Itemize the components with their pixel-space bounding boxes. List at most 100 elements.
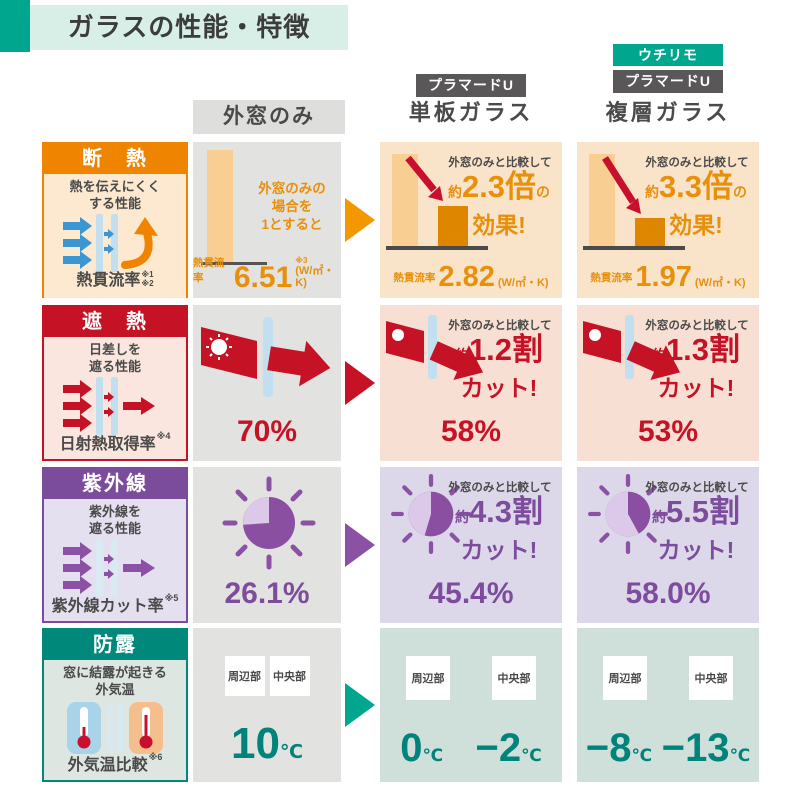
arrow-right-condensation — [345, 683, 375, 727]
zone-label-center: 中央部 — [492, 656, 536, 700]
effect2-shading-double: カット! — [657, 375, 735, 401]
thermometer-icon — [67, 702, 163, 755]
base-bar — [207, 150, 233, 262]
row-label-condensation: 防露 窓に結露が起きる 外気温 外気温比較 ※6 — [42, 628, 188, 782]
brand-badge-plamard-single: プラマードU — [416, 74, 526, 97]
row-label-shading: 遮 熱 日差しを 遮る性能 日射熱取得率 ※4 — [42, 305, 188, 461]
cell-insulation-base: 外窓のみの 場合を 1とすると 熱貫流率 6.51 ※3 (W/㎡・K) — [193, 142, 341, 298]
compare-note: 外窓のみと比較して — [448, 157, 552, 169]
insulation-bar-chart-double — [583, 154, 685, 250]
cell-condensation-base: 周辺部 中央部 10℃ — [193, 628, 341, 782]
insulation-icon — [63, 213, 158, 272]
row-label-body: 窓に結露が起きる 外気温 外気温比較 ※6 — [44, 660, 186, 780]
uv-value-base: 26.1% — [224, 577, 310, 610]
effect-insulation-double: 約3.3倍の — [644, 169, 748, 204]
row-metric-insulation: 熱貫流率 ※1 ※2 — [76, 269, 154, 289]
effect-uv-double: 約5.5割 — [651, 494, 741, 529]
row-desc-uv: 紫外線を 遮る性能 — [88, 504, 141, 536]
effect2-uv-double: カット! — [657, 537, 735, 563]
cell-insulation-double: 外窓のみと比較して 約3.3倍の 効果! 熱貫流率 1.97 (W/㎡・K) — [577, 142, 759, 298]
arrow-right-insulation — [345, 198, 375, 242]
cell-uv-double: 外窓のみと比較して 約5.5割 カット! 58.0% — [577, 467, 759, 623]
cell-insulation-single: 外窓のみと比較して 約2.3倍の 効果! 熱貫流率 2.82 (W/㎡・K) — [380, 142, 562, 298]
metric-notes: ※1 ※2 — [141, 269, 154, 289]
brand-badge-uchirimo: ウチリモ — [613, 44, 723, 66]
uv-pie-sun-icon-double — [588, 474, 668, 554]
zone-label-edge: 周辺部 — [406, 656, 450, 700]
insulation-bar-chart-single — [386, 154, 488, 250]
cell-shading-base: 70% — [193, 305, 341, 461]
compare-note: 外窓のみと比較して — [448, 482, 552, 494]
row-label-body: 紫外線を 遮る性能 紫外線カット率 ※5 — [44, 499, 186, 621]
sun-arrow-icon-double — [583, 315, 681, 380]
base-note-insulation: 外窓のみの 場合を 1とすると — [258, 181, 326, 233]
zone-label-center: 中央部 — [689, 656, 733, 700]
row-metric-condensation: 外気温比較 ※6 — [67, 752, 163, 774]
brand-badge-plamard-double: プラマードU — [613, 70, 723, 93]
compare-note: 外窓のみと比較して — [448, 320, 552, 332]
uv-value-single: 45.4% — [428, 577, 514, 610]
column-header-single: 単板ガラス — [408, 100, 534, 125]
effect2-insulation-single: 効果! — [472, 212, 526, 238]
row-metric-shading: 日射熱取得率 ※4 — [59, 431, 171, 453]
zone-label-edge: 周辺部 — [224, 656, 265, 696]
temp-value-base: 10℃ — [231, 719, 303, 768]
temp-zone-labels: 周辺部 中央部 — [380, 656, 562, 700]
row-header-condensation: 防露 — [44, 630, 186, 660]
row-label-uv: 紫外線 紫外線を 遮る性能 紫外線カット率 ※5 — [42, 467, 188, 623]
uv-icon — [63, 539, 155, 598]
temp-values-double: −8℃ −13℃ — [585, 726, 751, 770]
cell-condensation-double: 周辺部 中央部 −8℃ −13℃ — [577, 628, 759, 782]
effect-shading-double: 約1.3割 — [651, 332, 741, 367]
cell-shading-single: 外窓のみと比較して 約1.2割 カット! 58% — [380, 305, 562, 461]
row-header-insulation: 断 熱 — [44, 144, 186, 174]
zone-label-center: 中央部 — [269, 656, 310, 696]
compare-note: 外窓のみと比較して — [645, 320, 749, 332]
effect-insulation-single: 約2.3倍の — [447, 169, 551, 204]
effect-shading-single: 約1.2割 — [454, 332, 544, 367]
row-header-uv: 紫外線 — [44, 469, 186, 499]
uv-pie-sun-icon-base — [222, 476, 316, 570]
u-value-base: 熱貫流率 6.51 ※3 (W/㎡・K) — [193, 255, 335, 294]
shading-icon — [63, 377, 155, 436]
uv-pie-sun-icon-single — [391, 474, 471, 554]
row-metric-uv: 紫外線カット率 ※5 — [51, 593, 179, 615]
effect2-insulation-double: 効果! — [669, 212, 723, 238]
compare-note: 外窓のみと比較して — [645, 157, 749, 169]
zone-label-edge: 周辺部 — [603, 656, 647, 700]
cell-shading-double: 外窓のみと比較して 約1.3割 カット! 53% — [577, 305, 759, 461]
shading-value-double: 53% — [637, 415, 699, 448]
page-title: ガラスの性能・特徴 — [30, 5, 348, 50]
row-desc-insulation: 熱を伝えにくく する性能 — [69, 179, 161, 211]
column-header-base: 外窓のみ — [193, 100, 345, 134]
cell-uv-base: 26.1% — [193, 467, 341, 623]
u-value-single: 熱貫流率 2.82 (W/㎡・K) — [393, 261, 549, 294]
u-value-double: 熱貫流率 1.97 (W/㎡・K) — [590, 261, 746, 294]
temp-values-single: 0℃ −2℃ — [400, 726, 542, 770]
effect-uv-single: 約4.3割 — [454, 494, 544, 529]
row-label-insulation: 断 熱 熱を伝えにくく する性能 熱貫流率 ※1 ※ — [42, 142, 188, 298]
row-label-body: 日差しを 遮る性能 日射熱取得率 ※4 — [44, 337, 186, 459]
shading-value-single: 58% — [440, 415, 502, 448]
cell-uv-single: 外窓のみと比較して 約4.3割 カット! 45.4% — [380, 467, 562, 623]
temp-zone-labels: 周辺部 中央部 — [193, 656, 341, 696]
shading-value-base: 70% — [236, 415, 298, 448]
effect2-uv-single: カット! — [460, 537, 538, 563]
row-header-shading: 遮 熱 — [44, 307, 186, 337]
cell-condensation-single: 周辺部 中央部 0℃ −2℃ — [380, 628, 562, 782]
temp-zone-labels: 周辺部 中央部 — [577, 656, 759, 700]
row-label-body: 熱を伝えにくく する性能 熱貫流率 ※1 ※2 — [44, 174, 186, 298]
title-accent-square — [0, 0, 30, 52]
effect2-shading-single: カット! — [460, 375, 538, 401]
row-desc-condensation: 窓に結露が起きる 外気温 — [63, 665, 167, 697]
base-bar-baseline — [201, 262, 267, 265]
uv-value-double: 58.0% — [625, 577, 711, 610]
row-desc-shading: 日差しを 遮る性能 — [88, 342, 141, 374]
column-header-double: 複層ガラス — [605, 100, 731, 125]
sun-arrow-icon-base — [201, 317, 331, 397]
arrow-right-uv — [345, 523, 375, 567]
sun-arrow-icon-single — [386, 315, 484, 380]
arrow-right-shading — [345, 361, 375, 405]
compare-note: 外窓のみと比較して — [645, 482, 749, 494]
